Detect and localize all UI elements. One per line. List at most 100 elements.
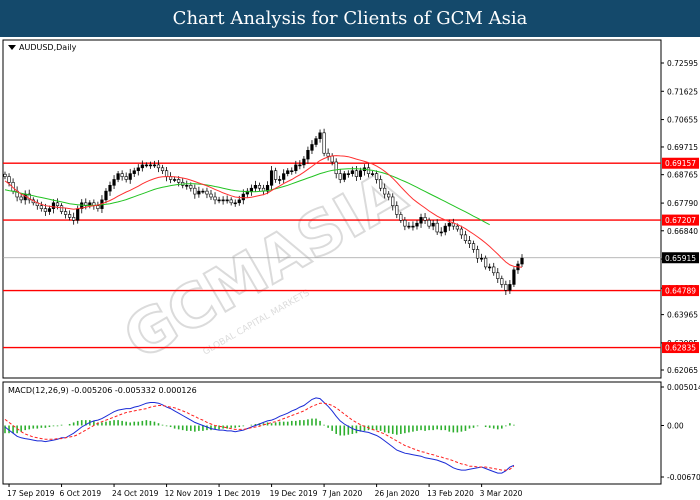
candle-body — [395, 205, 399, 215]
candle-body — [480, 257, 484, 260]
candle-body — [160, 167, 165, 172]
candle-body — [229, 199, 233, 204]
candle-body — [164, 170, 169, 177]
candle-body — [326, 152, 330, 157]
candle-body — [233, 202, 237, 205]
candle-body — [443, 225, 447, 233]
current-price-label: 0.65915 — [665, 254, 696, 263]
level-price-tag — [662, 285, 699, 297]
candle-body — [286, 170, 290, 174]
candle-body — [237, 199, 241, 204]
y-tick-label: 0.71625 — [667, 87, 698, 96]
y-tick-label: 0.72595 — [667, 59, 698, 68]
macd-y-tick-label: 0.005014 — [667, 383, 700, 392]
candle-body — [217, 199, 221, 202]
x-tick-label: 3 Mar 2020 — [480, 489, 523, 498]
y-tick-label: 0.69715 — [667, 143, 698, 152]
macd-panel-frame — [2, 381, 662, 485]
candle-body — [177, 179, 181, 183]
candle-body — [120, 173, 124, 177]
candle-body — [116, 173, 120, 180]
candle-body — [112, 179, 116, 186]
candle-body — [241, 193, 245, 201]
candle-body — [7, 176, 11, 183]
candle-body — [322, 132, 326, 154]
x-tick-label: 19 Dec 2019 — [270, 489, 318, 498]
candle-body — [366, 167, 371, 174]
candle-body — [310, 144, 314, 151]
symbol-dropdown-icon[interactable] — [8, 45, 16, 50]
candle-body — [435, 222, 439, 233]
x-tick-label: 24 Oct 2019 — [112, 489, 159, 498]
candle-body — [173, 179, 177, 181]
candle-body — [415, 222, 419, 227]
candle-body — [76, 208, 80, 221]
candle-body — [282, 173, 286, 180]
macd-y-tick-label: 0.00 — [667, 422, 684, 431]
candle-body — [51, 202, 56, 209]
candle-body — [104, 190, 108, 201]
candle-body — [39, 205, 43, 209]
candle-body — [488, 266, 492, 269]
candle-body — [496, 272, 500, 279]
candle-body — [399, 214, 403, 221]
level-price-label: 0.69157 — [665, 159, 696, 168]
candle-body — [148, 164, 153, 167]
candle-body — [407, 225, 411, 228]
candle-body — [358, 170, 363, 177]
candle-body — [27, 193, 31, 201]
candle-body — [374, 173, 379, 180]
candle-body — [346, 173, 350, 175]
level-price-label: 0.62835 — [665, 344, 696, 353]
candle-body — [342, 173, 346, 180]
header-banner — [0, 0, 700, 37]
candle-body — [274, 170, 278, 180]
macd-signal-line — [4, 402, 515, 471]
candle-body — [439, 231, 443, 234]
candle-body — [156, 164, 161, 169]
candle-body — [423, 217, 427, 221]
candle-body — [512, 269, 516, 285]
candle-body — [298, 164, 302, 167]
candle-body — [338, 173, 342, 180]
candle-body — [47, 208, 52, 212]
candle-body — [132, 170, 136, 174]
x-tick-label: 17 Sep 2019 — [7, 489, 55, 498]
candle-body — [225, 199, 229, 202]
candle-body — [318, 132, 322, 139]
candle-body — [500, 278, 504, 285]
y-tick-label: 0.68765 — [667, 171, 698, 180]
y-tick-label: 0.66840 — [667, 227, 698, 236]
candle-body — [508, 284, 512, 291]
x-tick-label: 7 Jan 2020 — [322, 489, 362, 498]
candle-body — [278, 179, 282, 181]
y-tick-label: 0.63965 — [667, 311, 698, 320]
candle-body — [383, 187, 387, 195]
candle-body — [290, 170, 294, 173]
macd-line — [4, 397, 515, 474]
candle-body — [124, 176, 128, 180]
candle-body — [504, 284, 508, 291]
current-price-tag — [662, 252, 699, 264]
candle-body — [152, 164, 157, 167]
candle-body — [431, 222, 435, 227]
candle-body — [72, 217, 76, 221]
candle-body — [221, 199, 225, 202]
candle-body — [334, 161, 338, 174]
candle-body — [269, 170, 274, 186]
candle-body — [265, 185, 270, 192]
candle-body — [201, 190, 205, 193]
level-price-label: 0.67207 — [665, 216, 696, 225]
candle-body — [55, 202, 60, 207]
ma-slow-line — [4, 168, 490, 226]
candle-body — [63, 211, 68, 215]
candle-body — [419, 217, 423, 224]
candle-body — [350, 170, 354, 174]
y-tick-label: 0.70655 — [667, 116, 698, 125]
candle-body — [245, 190, 249, 195]
ma-fast-line — [4, 155, 523, 268]
candle-body — [193, 187, 197, 195]
candle-body — [314, 138, 318, 145]
candle-body — [185, 185, 189, 187]
candle-body — [427, 219, 431, 227]
